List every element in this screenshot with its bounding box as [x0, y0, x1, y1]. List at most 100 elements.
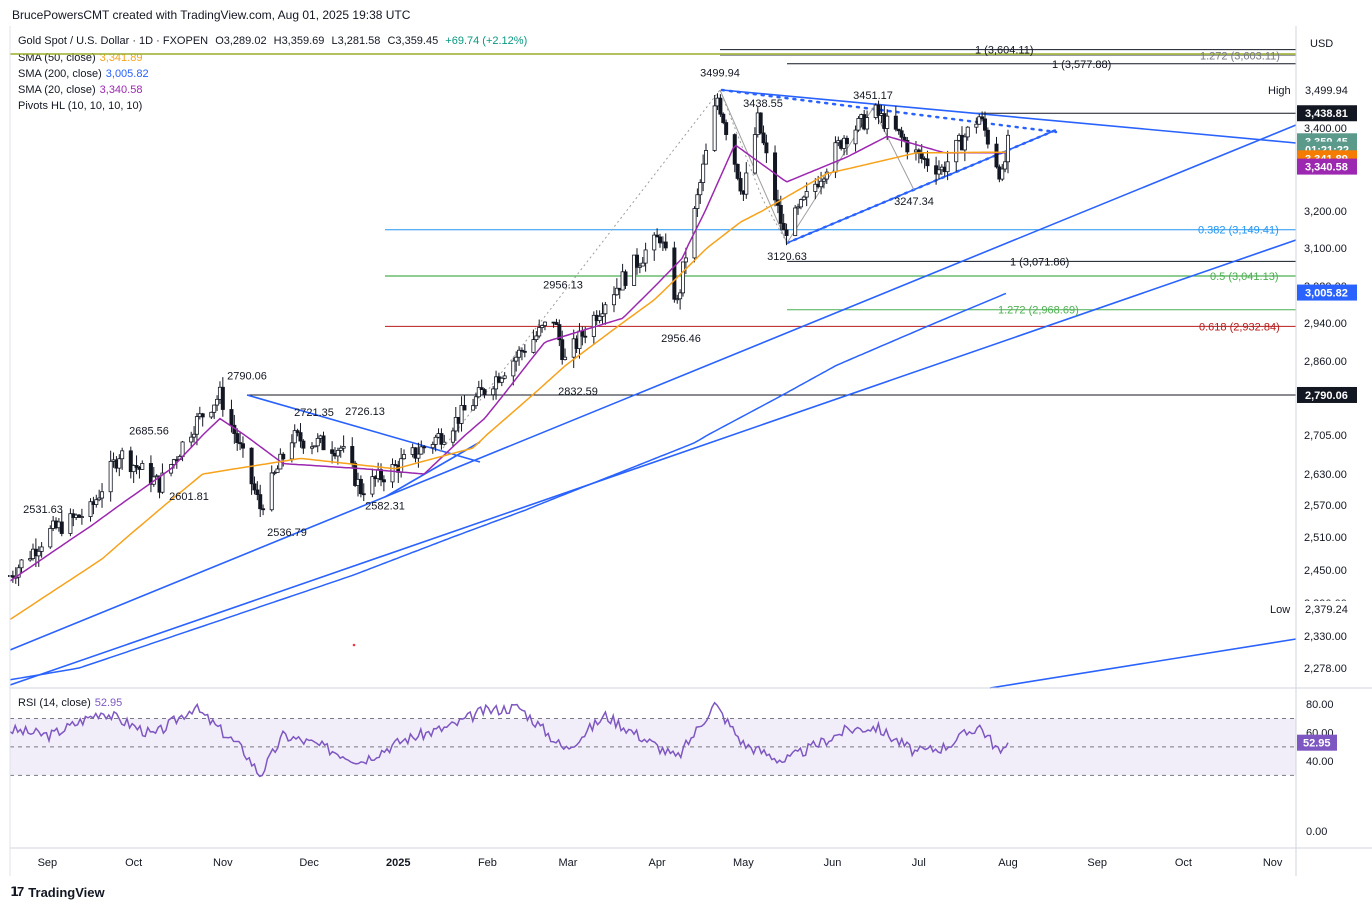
- candle-body: [229, 409, 234, 426]
- legend-sma50[interactable]: SMA (50, close) 3,341.89: [18, 52, 143, 64]
- candle-body: [537, 327, 542, 337]
- candle-body: [704, 150, 709, 165]
- candle-body: [580, 330, 585, 337]
- candle-body: [442, 441, 447, 445]
- price-tag: 2,379.24: [1297, 600, 1357, 617]
- candle-body: [804, 191, 809, 198]
- candle-body: [945, 161, 950, 173]
- candle-body: [235, 433, 240, 443]
- candle-body: [370, 476, 375, 495]
- candle-body: [597, 315, 602, 321]
- candle-body: [752, 134, 757, 174]
- pivot-label: 2956.46: [661, 333, 701, 345]
- time-axis-label: Sep: [1087, 857, 1107, 869]
- pivot-label: 3438.55: [743, 98, 783, 110]
- candle-body: [28, 558, 33, 561]
- candle-body: [643, 249, 648, 264]
- legend-sma20[interactable]: SMA (20, close) 3,340.58: [18, 84, 143, 96]
- fib-label: 1 (3,604.11): [975, 45, 1034, 57]
- candle-body: [640, 262, 645, 267]
- candle-body: [433, 436, 438, 445]
- candle-body: [39, 546, 44, 552]
- candle-body: [758, 112, 763, 134]
- candle-body: [140, 463, 145, 470]
- time-axis-label: Sep: [38, 857, 58, 869]
- candle-body: [893, 115, 898, 130]
- candle-body: [390, 464, 395, 483]
- rsi-tag-text: 52.95: [1303, 738, 1331, 750]
- candle-body: [358, 478, 363, 495]
- legend-pivots[interactable]: Pivots HL (10, 10, 10, 10): [18, 100, 143, 112]
- price-axis-label: 2,860.00: [1304, 356, 1347, 368]
- tradingview-mark-icon: 𝟭7: [10, 884, 24, 899]
- low-label: Low: [1270, 604, 1290, 616]
- tradingview-logo[interactable]: 𝟭7 TradingView: [10, 884, 105, 900]
- time-axis-label: Dec: [299, 857, 319, 869]
- candle-body: [632, 254, 637, 286]
- candle-body: [511, 360, 516, 377]
- symbol-name[interactable]: Gold Spot / U.S. Dollar · 1D · FXOPEN: [18, 35, 209, 47]
- candle-body: [701, 163, 706, 183]
- candle-body: [819, 180, 824, 188]
- candle-body: [634, 254, 639, 268]
- candle-body: [281, 453, 286, 460]
- candle-body: [215, 398, 220, 406]
- price-axis-label: 2,330.00: [1304, 631, 1347, 643]
- candle-body: [655, 234, 660, 238]
- fib-label: 1.272 (2,968.69): [998, 305, 1079, 317]
- candle-body: [856, 118, 861, 131]
- candle-body: [338, 447, 343, 451]
- candle-body: [557, 324, 562, 341]
- candle-body: [1006, 134, 1011, 163]
- candle-body: [781, 222, 786, 231]
- candle-body: [100, 491, 105, 499]
- candle-body: [502, 375, 507, 379]
- price-tag-bg: [1297, 82, 1357, 98]
- legend-sma200[interactable]: SMA (200, close) 3,005.82: [18, 68, 149, 80]
- candle-body: [813, 183, 818, 192]
- candle-body: [925, 158, 930, 167]
- candle-body: [131, 465, 136, 473]
- candle-body: [798, 199, 803, 208]
- currency-label[interactable]: USD: [1310, 38, 1334, 50]
- candle-body: [312, 445, 317, 448]
- candle-body: [796, 206, 801, 209]
- rsi-axis-label: 0.00: [1306, 826, 1327, 838]
- legend-rsi[interactable]: RSI (14, close) 52.95: [18, 697, 123, 709]
- candle-body: [275, 468, 280, 473]
- candle-body: [97, 497, 102, 501]
- candle-body: [724, 122, 729, 135]
- fib-label: 1 (3,071.86): [1010, 256, 1069, 268]
- change-value: +69.74 (+2.12%): [445, 35, 528, 47]
- price-tag-bg: [1297, 158, 1357, 175]
- symbol-legend[interactable]: Gold Spot / U.S. Dollar · 1D · FXOPEN O3…: [18, 35, 531, 47]
- price-tag-bg: [1297, 105, 1357, 122]
- candle-body: [936, 169, 941, 175]
- low-value: L3,281.58: [331, 35, 381, 47]
- pivot-label: 2601.81: [169, 491, 209, 503]
- rsi-axis-label: 80.00: [1306, 699, 1334, 711]
- candle-body: [540, 325, 545, 328]
- candle-body: [491, 388, 496, 396]
- time-axis-label: Apr: [649, 857, 666, 869]
- candle-body: [712, 105, 717, 151]
- candle-body: [761, 132, 766, 144]
- candle-body: [473, 396, 478, 407]
- price-axis-label: 2,940.00: [1304, 318, 1347, 330]
- price-tag: 3,005.82: [1297, 284, 1357, 301]
- candle-body: [519, 349, 524, 352]
- candle-body: [261, 508, 266, 511]
- candle-body: [554, 322, 559, 325]
- candle-body: [120, 450, 125, 460]
- candle-body: [350, 446, 355, 464]
- fib-label: 0.618 (2,932.84): [1199, 321, 1280, 333]
- candle-body: [416, 453, 421, 459]
- candle-body: [171, 459, 176, 465]
- time-axis-label: Nov: [213, 857, 233, 869]
- candle-body: [833, 142, 838, 173]
- candle-body: [48, 528, 53, 548]
- candle-body: [402, 454, 407, 460]
- candle-body: [450, 430, 455, 443]
- candle-body: [652, 234, 657, 251]
